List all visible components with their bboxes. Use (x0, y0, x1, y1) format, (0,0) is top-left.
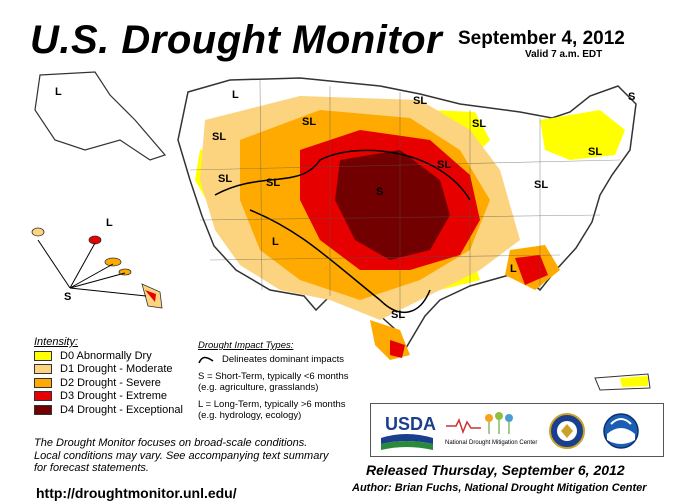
note-line: for forecast statements. (34, 462, 149, 474)
usda-logo: USDA (381, 414, 436, 450)
ndmc-logo: National Drought Mitigation Center (445, 412, 537, 446)
impact-l-line1: L = Long-Term, typically >6 months (198, 399, 346, 410)
map-label-l-georgia: L (510, 263, 517, 275)
impact-legend: Drought Impact Types: Delineates dominan… (198, 340, 348, 421)
impact-line-row: Delineates dominant impacts (198, 354, 348, 365)
noaa-logo (603, 413, 639, 449)
impact-heading: Drought Impact Types: (198, 340, 294, 351)
commerce-seal (549, 413, 585, 449)
legend-swatch (34, 350, 52, 361)
legend-item-d0: D0 Abnormally Dry (34, 349, 183, 363)
map-label-sl-idaho: SL (266, 177, 280, 189)
usda-logo-text: USDA (385, 414, 436, 434)
alaska-outline (34, 71, 167, 161)
impact-line-icon (198, 356, 214, 363)
map-label-sl-ohio: SL (534, 179, 548, 191)
legend-label: D2 Drought - Severe (60, 376, 161, 389)
impact-line-label: Delineates dominant impacts (222, 354, 344, 365)
legend-item-d2: D2 Drought - Severe (34, 376, 183, 390)
website-link[interactable]: http://droughtmonitor.unl.edu/ (36, 485, 237, 501)
legend-swatch (34, 404, 52, 415)
legend-label: D3 Drought - Extreme (60, 390, 167, 403)
legend-label: D0 Abnormally Dry (60, 349, 152, 362)
map-label-s-kansas: S (376, 186, 383, 198)
disclaimer-note: The Drought Monitor focuses on broad-sca… (34, 437, 344, 475)
legend-swatch (34, 364, 52, 375)
released-date: Released Thursday, September 6, 2012 (366, 462, 625, 478)
legend-swatch (34, 377, 52, 388)
page-title: U.S. Drought Monitor (30, 18, 443, 62)
valid-time: Valid 7 a.m. EDT (525, 49, 603, 60)
legend-heading: Intensity: (34, 336, 79, 348)
map-label-sl-texas: SL (391, 309, 405, 321)
legend-item-d1: D1 Drought - Moderate (34, 363, 183, 377)
map-label-sl-northwest: SL (212, 131, 226, 143)
impact-l-line2: (e.g. hydrology, ecology) (198, 410, 302, 421)
note-line: The Drought Monitor focuses on broad-sca… (34, 437, 308, 449)
map-date: September 4, 2012 (458, 28, 625, 49)
impact-s-line1: S = Short-Term, typically <6 months (198, 371, 349, 382)
map-label-sl-wisconsin: SL (472, 118, 486, 130)
map-label-l-alaska: L (55, 86, 62, 98)
map-label-l-hawaii: L (106, 217, 113, 229)
impact-s-line2: (e.g. agriculture, grasslands) (198, 382, 319, 393)
map-label-sl-illinois: SL (437, 159, 451, 171)
legend-item-d4: D4 Drought - Exceptional (34, 403, 183, 417)
map-label-sl-nevada: SL (218, 173, 232, 185)
ndmc-line1: National (445, 440, 467, 446)
ndmc-line2: Drought Mitigation Center (469, 440, 537, 446)
map-label-s-northeast: S (628, 91, 635, 103)
partner-logos: USDA National Drought Mitigation Center (370, 403, 664, 457)
logo-strip: USDA National Drought Mitigation Center (381, 412, 639, 450)
legend-swatch (34, 391, 52, 402)
author-credit: Author: Brian Fuchs, National Drought Mi… (352, 482, 647, 494)
legend-label: D1 Drought - Moderate (60, 363, 173, 376)
legend-item-d3: D3 Drought - Extreme (34, 390, 183, 404)
legend-label: D4 Drought - Exceptional (60, 403, 183, 416)
map-label-sl-minnesota: SL (413, 95, 427, 107)
note-line: Local conditions may vary. See accompany… (34, 449, 329, 462)
intensity-legend: D0 Abnormally Dry D1 Drought - Moderate … (34, 349, 183, 417)
map-label-l-montana: L (232, 89, 239, 101)
map-label-sl-wyoming: SL (302, 116, 316, 128)
map-label-s-hawaii: S (64, 291, 71, 303)
map-label-sl-newengland: SL (588, 146, 602, 158)
map-label-l-arizona: L (272, 236, 279, 248)
